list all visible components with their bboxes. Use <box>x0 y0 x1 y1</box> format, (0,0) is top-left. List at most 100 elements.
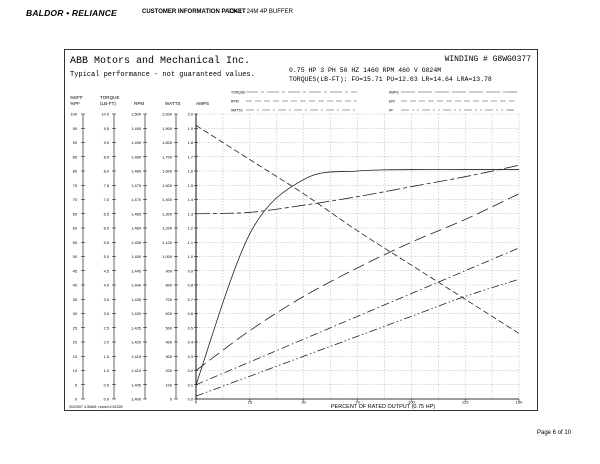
y-tick-label: 55 <box>73 240 77 245</box>
y-tick-label: 1.5 <box>188 183 193 188</box>
y-tick-label: 1,700 <box>162 154 173 159</box>
legend-label: AMPS <box>389 91 399 95</box>
y-tick-label: 0.4 <box>188 340 194 345</box>
y-tick-label: 85 <box>73 154 77 159</box>
y-tick-label: 1,425 <box>131 325 141 330</box>
column-header: %EFF <box>70 95 83 100</box>
y-tick-label: 95 <box>73 126 77 131</box>
series-line-long-dash-short <box>195 164 520 215</box>
chart-grid <box>195 113 520 400</box>
column-header: RPM <box>134 101 144 106</box>
y-tick-label: 4.5 <box>104 268 109 273</box>
series-line-solid <box>195 169 519 385</box>
y-tick-label: 100 <box>166 382 173 387</box>
performance-chart: TORQUE RPM WATTS AMPS EFF PF %EFF TORQUE %PF (LB… <box>69 91 523 411</box>
y-tick-label: 5.5 <box>104 240 109 245</box>
y-tick-label: 100 <box>71 112 78 117</box>
y-tick-label: 500 <box>166 325 173 330</box>
y-tick-label: 1,600 <box>162 169 173 174</box>
y-tick-label: 9.5 <box>104 126 109 131</box>
y-tick-label: 1,485 <box>131 154 141 159</box>
x-tick-label: 50 <box>301 400 306 405</box>
footnote: 3/2/2007 4:35AM, record # 61326 <box>69 405 123 409</box>
y-tick-label: 75 <box>73 183 77 188</box>
y-tick-label: 90 <box>73 140 78 145</box>
y-tick-label: 4.0 <box>104 283 110 288</box>
series-line-long-dash <box>195 193 520 371</box>
company-name: ABB Motors and Mechanical Inc. <box>70 56 251 67</box>
y-tick-label: 35 <box>73 297 77 302</box>
y-tick-label: 1,300 <box>162 211 173 216</box>
y-tick-label: 0.0 <box>188 397 194 402</box>
brand-logo: BALDOR • RELIANCE <box>26 8 117 18</box>
chart-legend: TORQUE RPM WATTS AMPS EFF PF <box>231 91 517 113</box>
column-header: %PF <box>70 101 80 106</box>
y-axis-columns: 1009590858075706560555045403530252015105… <box>71 112 198 402</box>
y-tick-label: 1,430 <box>131 311 142 316</box>
y-tick-label: 40 <box>73 283 78 288</box>
y-tick-label: 3.5 <box>104 297 109 302</box>
column-header: TORQUE <box>100 95 120 100</box>
y-tick-label: 800 <box>166 283 173 288</box>
column-header: WATTS <box>165 101 181 106</box>
y-tick-label: 1,450 <box>131 254 142 259</box>
x-tick-label: 0 <box>195 400 198 405</box>
y-tick-label: 1,400 <box>131 397 142 402</box>
y-tick-label: 2.0 <box>104 340 110 345</box>
series-line-short-dash <box>195 125 520 334</box>
y-tick-label: 1,900 <box>162 126 173 131</box>
y-tick-label: 1,490 <box>131 140 142 145</box>
winding-number: WINDING # G8WG0377 <box>444 55 531 64</box>
y-tick-label: 0.1 <box>188 382 193 387</box>
y-tick-label: 3.0 <box>104 311 110 316</box>
x-tick-label: 125 <box>462 400 469 405</box>
y-tick-label: 1,410 <box>131 368 142 373</box>
y-tick-label: 6.5 <box>104 211 109 216</box>
y-tick-label: 1.8 <box>188 140 193 145</box>
y-tick-label: 2.0 <box>188 112 194 117</box>
y-tick-label: 1.9 <box>188 126 193 131</box>
x-tick-label: 75 <box>355 400 360 405</box>
y-tick-label: 10 <box>73 368 78 373</box>
y-tick-label: 1.4 <box>188 197 194 202</box>
y-tick-label: 1,465 <box>131 211 141 216</box>
y-tick-label: 0.2 <box>188 368 193 373</box>
y-tick-label: 7.5 <box>104 183 109 188</box>
y-tick-label: 50 <box>73 254 78 259</box>
rating-line-2: TORQUES(LB-FT): FO=15.71 PU=12.63 LR=14.… <box>289 76 492 83</box>
column-headers: %EFF TORQUE %PF (LB-FT) RPM WATTS AMPS <box>70 95 209 106</box>
y-tick-label: 400 <box>166 340 173 345</box>
x-tick-label: 25 <box>248 400 253 405</box>
y-tick-label: 1,800 <box>162 140 173 145</box>
y-tick-label: 0 <box>75 397 78 402</box>
y-tick-label: 1,400 <box>162 197 173 202</box>
legend-label: RPM <box>231 100 239 104</box>
y-tick-label: 2,000 <box>162 112 173 117</box>
y-tick-label: 9.0 <box>104 140 110 145</box>
y-tick-label: 65 <box>73 211 77 216</box>
y-tick-label: 6.0 <box>104 226 110 231</box>
y-tick-label: 1.1 <box>188 240 193 245</box>
y-tick-label: 60 <box>73 226 78 231</box>
legend-label: EFF <box>389 100 395 104</box>
packet-title: CUSTOMER INFORMATION PACKET <box>142 9 246 15</box>
page-number: Page 6 of 10 <box>537 430 572 436</box>
y-tick-label: 700 <box>166 297 173 302</box>
x-tick-label: 150 <box>516 400 523 405</box>
y-tick-label: 1,445 <box>131 268 141 273</box>
legend-label: TORQUE <box>231 91 246 95</box>
y-tick-label: 0.7 <box>188 297 193 302</box>
y-tick-label: 15 <box>73 354 77 359</box>
y-tick-label: 1,475 <box>131 183 141 188</box>
y-tick-label: 1,415 <box>131 354 141 359</box>
y-tick-label: 45 <box>73 268 77 273</box>
y-tick-label: 0.6 <box>188 311 193 316</box>
y-tick-label: 0 <box>170 397 173 402</box>
y-tick-label: 1,500 <box>162 183 173 188</box>
y-tick-label: 1,420 <box>131 340 142 345</box>
performance-sheet: ABB Motors and Mechanical Inc. Typical p… <box>64 49 538 411</box>
y-tick-label: 600 <box>166 311 173 316</box>
y-tick-label: 70 <box>73 197 78 202</box>
y-tick-label: 10.0 <box>101 112 109 117</box>
y-tick-label: 1,435 <box>131 297 141 302</box>
